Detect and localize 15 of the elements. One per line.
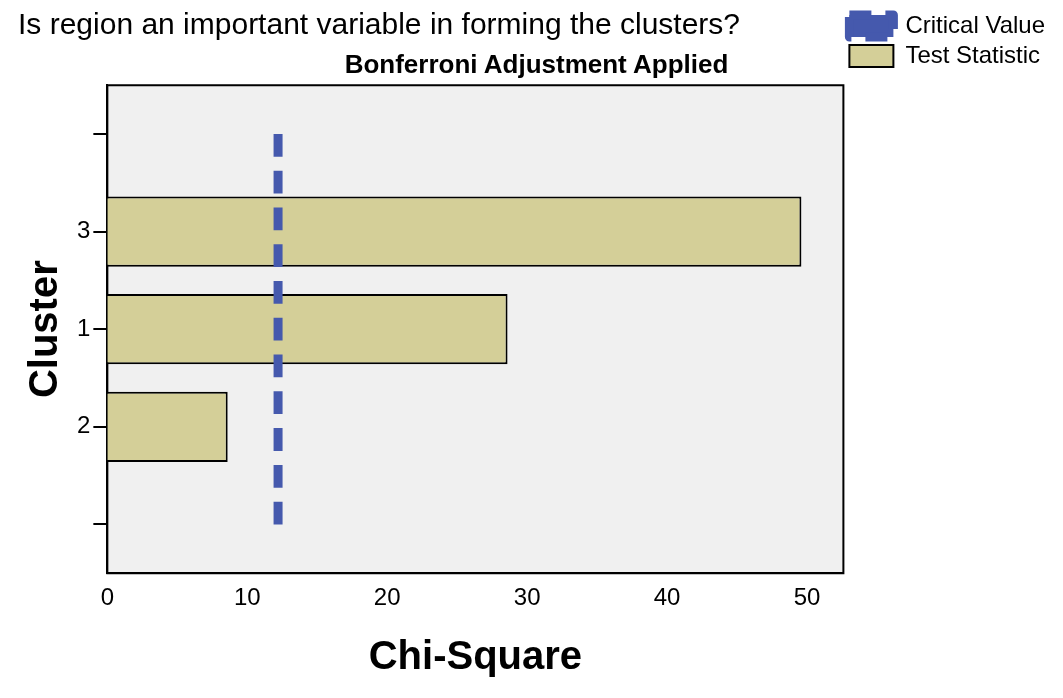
y-tick-label: 1: [76, 313, 91, 341]
x-tick-label: 30: [513, 583, 541, 611]
y-axis-title: Cluster: [21, 260, 66, 399]
x-tick-label: 50: [793, 583, 821, 611]
x-tick-label: 0: [100, 583, 115, 611]
chart-subtitle: Bonferroni Adjustment Applied: [344, 48, 729, 79]
x-axis-title: Chi-Square: [368, 633, 583, 678]
chart-title: Is region an important variable in forming the clusters?: [18, 7, 741, 41]
x-tick-label: 20: [373, 583, 401, 611]
legend-label: Critical Value: [905, 10, 1045, 38]
legend-label: Test Statistic: [905, 40, 1041, 68]
y-tick-label: 2: [76, 411, 91, 439]
x-tick-label: 10: [233, 583, 261, 611]
x-tick-label: 40: [653, 583, 681, 611]
y-tick-label: 3: [76, 216, 91, 244]
